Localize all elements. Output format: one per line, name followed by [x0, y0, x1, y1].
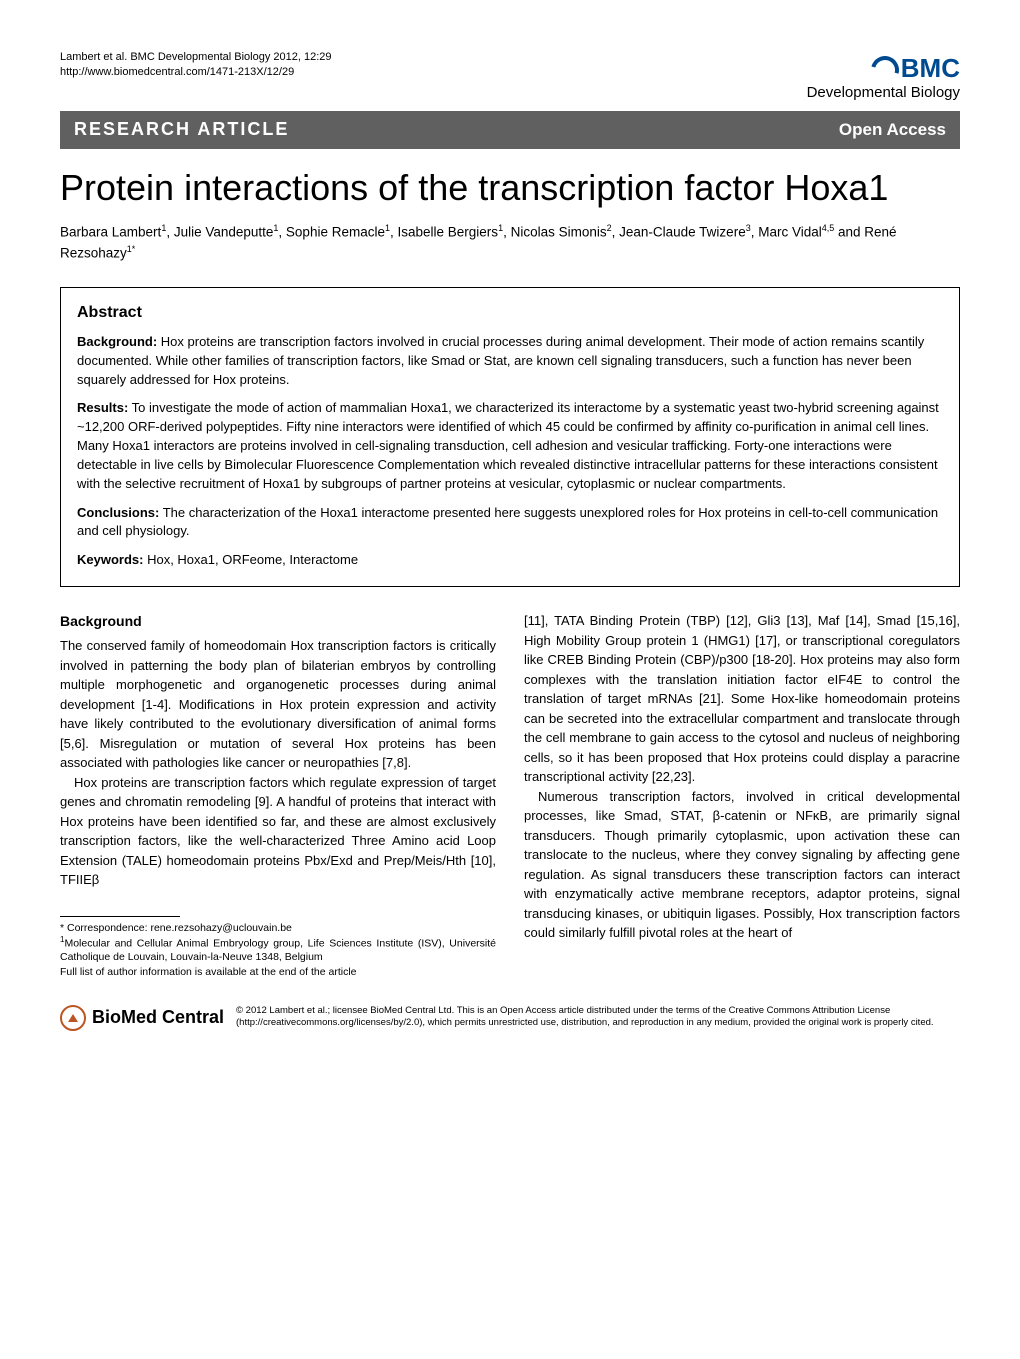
background-heading: Background [60, 611, 496, 632]
open-access-label: Open Access [839, 118, 946, 142]
body-columns: Background The conserved family of homeo… [60, 611, 960, 979]
body-paragraph-2: Hox proteins are transcription factors w… [60, 773, 496, 890]
correspondence-line: * Correspondence: rene.rezsohazy@uclouva… [60, 921, 496, 935]
abstract-background-label: Background: [77, 334, 157, 349]
abstract-results-text: To investigate the mode of action of mam… [77, 400, 939, 490]
abstract-keywords-text: Hox, Hoxa1, ORFeome, Interactome [143, 552, 358, 567]
full-author-list-note: Full list of author information is avail… [60, 965, 496, 979]
body-paragraph-3: [11], TATA Binding Protein (TBP) [12], G… [524, 611, 960, 787]
footnotes: * Correspondence: rene.rezsohazy@uclouva… [60, 921, 496, 979]
abstract-results: Results: To investigate the mode of acti… [77, 399, 943, 493]
biomed-central-text: BioMed Central [92, 1006, 224, 1029]
author-list: Barbara Lambert1, Julie Vandeputte1, Sop… [60, 222, 960, 264]
bmc-circle-icon [60, 1005, 86, 1031]
affil-1-text: Molecular and Cellular Animal Embryology… [60, 937, 496, 963]
abstract-heading: Abstract [77, 302, 943, 324]
abstract-background: Background: Hox proteins are transcripti… [77, 333, 943, 390]
journal-logo-text: BMC [807, 50, 960, 86]
abstract-keywords-label: Keywords: [77, 552, 143, 567]
license-text: © 2012 Lambert et al.; licensee BioMed C… [236, 1005, 960, 1030]
page-footer: BioMed Central © 2012 Lambert et al.; li… [60, 1005, 960, 1031]
biomed-central-logo: BioMed Central [60, 1005, 224, 1031]
abstract-keywords: Keywords: Hox, Hoxa1, ORFeome, Interacto… [77, 551, 943, 570]
bmc-b: BMC [901, 53, 960, 83]
page-header: Lambert et al. BMC Developmental Biology… [60, 50, 960, 103]
abstract-conclusions: Conclusions: The characterization of the… [77, 504, 943, 542]
affiliation-1: 1Molecular and Cellular Animal Embryolog… [60, 935, 496, 965]
body-paragraph-1: The conserved family of homeodomain Hox … [60, 636, 496, 773]
abstract-results-label: Results: [77, 400, 128, 415]
citation-line-2: http://www.biomedcentral.com/1471-213X/1… [60, 65, 332, 80]
journal-name: Developmental Biology [807, 82, 960, 103]
body-paragraph-4: Numerous transcription factors, involved… [524, 787, 960, 943]
citation-block: Lambert et al. BMC Developmental Biology… [60, 50, 332, 81]
citation-line-1: Lambert et al. BMC Developmental Biology… [60, 50, 332, 65]
article-title: Protein interactions of the transcriptio… [60, 167, 960, 208]
footnote-rule [60, 916, 180, 917]
journal-logo: BMC Developmental Biology [807, 50, 960, 103]
abstract-conclusions-text: The characterization of the Hoxa1 intera… [77, 505, 938, 539]
abstract-background-text: Hox proteins are transcription factors i… [77, 334, 924, 387]
abstract-box: Abstract Background: Hox proteins are tr… [60, 287, 960, 587]
article-type-label: RESEARCH ARTICLE [74, 117, 289, 142]
abstract-conclusions-label: Conclusions: [77, 505, 159, 520]
article-type-banner: RESEARCH ARTICLE Open Access [60, 111, 960, 148]
